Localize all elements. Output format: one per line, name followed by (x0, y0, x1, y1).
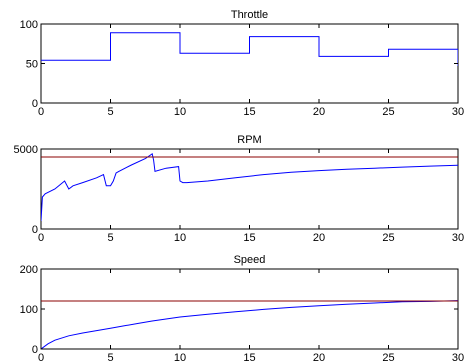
throttle-x-tick-label: 25 (382, 106, 394, 118)
throttle-y-tick-label: 100 (20, 19, 38, 31)
throttle-y-tick-label: 50 (26, 59, 38, 71)
speed-x-tick-label: 0 (38, 352, 44, 362)
throttle-x-tick-label: 30 (452, 106, 464, 118)
speed-x-tick-label: 15 (243, 352, 255, 362)
rpm-x-tick-label: 5 (107, 232, 113, 244)
speed-y-tick-label: 100 (20, 304, 38, 316)
rpm-series-line-0 (41, 152, 458, 222)
rpm-x-tick-label: 0 (38, 232, 44, 244)
throttle-x-tick-label: 5 (107, 106, 113, 118)
rpm-x-tick-label: 20 (313, 232, 325, 244)
throttle-chart: Throttle 0 5 10 15 20 25 30 0 50 100 (20, 9, 464, 118)
rpm-y-tick-label: 0 (32, 224, 38, 236)
rpm-x-tick-label: 25 (382, 232, 394, 244)
throttle-y-tick-label: 0 (32, 98, 38, 110)
speed-x-tick-label: 20 (313, 352, 325, 362)
rpm-x-tick-label: 15 (243, 232, 255, 244)
throttle-series-line-0 (41, 32, 458, 66)
speed-x-tick-label: 25 (382, 352, 394, 362)
throttle-x-tick-label: 15 (243, 106, 255, 118)
rpm-axes-box (40, 148, 459, 230)
rpm-title: RPM (237, 134, 261, 146)
speed-series-line-0 (41, 300, 458, 349)
speed-y-tick-label: 0 (32, 344, 38, 356)
rpm-x-tick-label: 10 (174, 232, 186, 244)
throttle-title: Throttle (231, 9, 268, 21)
rpm-chart: RPM 0 5 10 15 20 25 30 0 5000 (14, 134, 465, 244)
throttle-x-tick-label: 20 (313, 106, 325, 118)
speed-x-tick-label: 5 (107, 352, 113, 362)
speed-x-tick-label: 30 (452, 352, 464, 362)
throttle-x-tick-label: 10 (174, 106, 186, 118)
throttle-x-tick-label: 0 (38, 106, 44, 118)
speed-title: Speed (234, 254, 266, 266)
speed-chart: Speed 0 5 10 15 20 25 30 0 100 200 (20, 254, 464, 362)
throttle-axes-box (40, 23, 459, 104)
rpm-y-tick-label: 5000 (14, 144, 38, 156)
speed-y-tick-label: 200 (20, 264, 38, 276)
rpm-x-tick-label: 30 (452, 232, 464, 244)
speed-axes-box (40, 268, 459, 350)
speed-x-tick-label: 10 (174, 352, 186, 362)
